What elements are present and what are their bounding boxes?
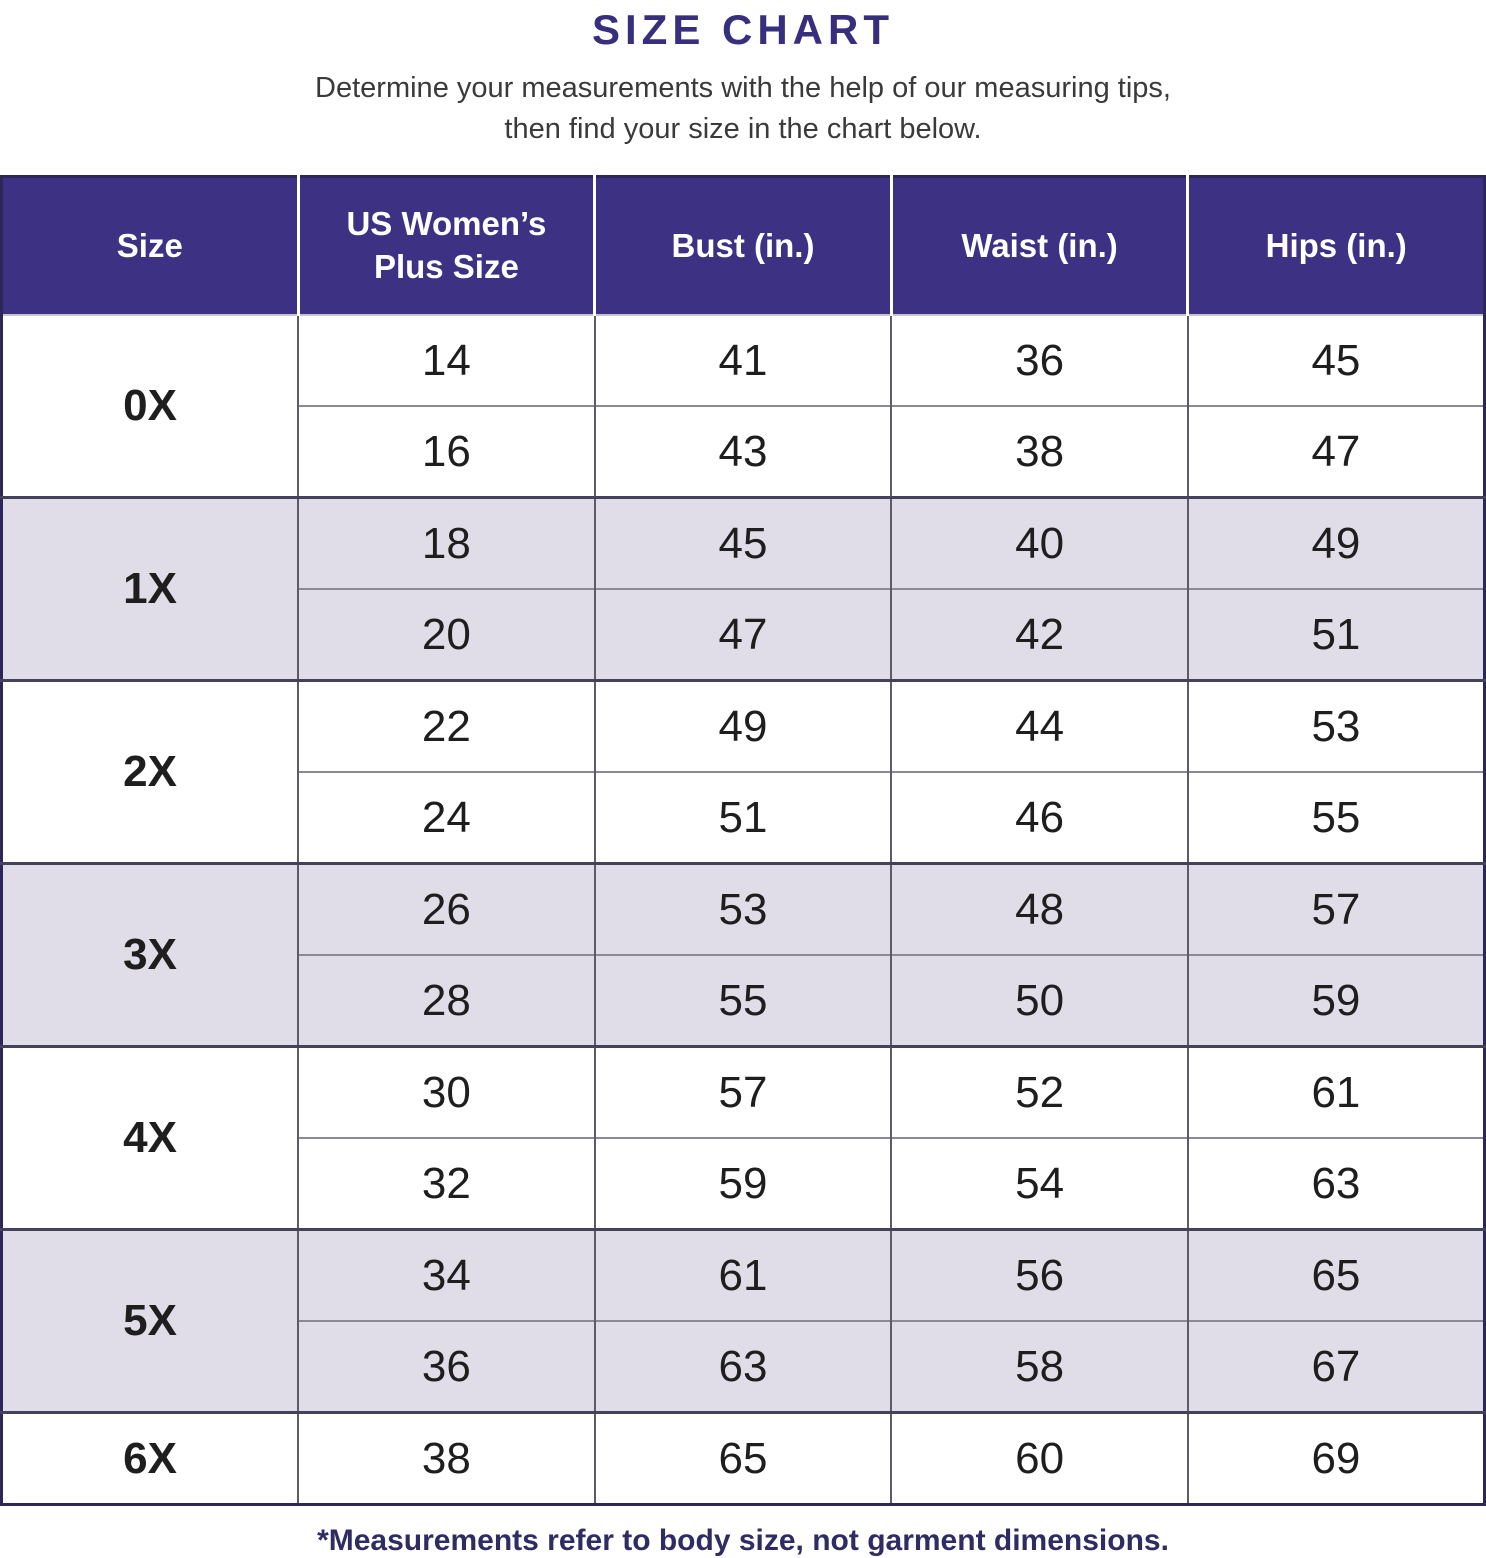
measurement-cell: 43 xyxy=(593,405,892,498)
measurement-cell: 41 xyxy=(593,314,892,407)
subtitle-line-1: Determine your measurements with the hel… xyxy=(315,72,1171,104)
measurement-cell: 67 xyxy=(1186,1320,1485,1413)
measurement-cell: 30 xyxy=(297,1045,595,1139)
measurement-cell: 14 xyxy=(297,314,595,407)
measurement-cell: 20 xyxy=(297,588,595,681)
table-row: 16 43 38 47 xyxy=(2,405,1485,498)
measurement-cell: 59 xyxy=(1186,954,1485,1047)
measurement-cell: 40 xyxy=(890,496,1188,590)
measurement-cell: 34 xyxy=(297,1228,595,1322)
measurement-cell: 16 xyxy=(297,405,595,498)
table-row: 28 55 50 59 xyxy=(2,954,1485,1047)
measurement-cell: 47 xyxy=(1186,405,1485,498)
size-label: 4X xyxy=(1,1045,299,1230)
table-row: 1X 18 45 40 49 xyxy=(1,496,1485,681)
size-label: 6X xyxy=(1,1411,299,1505)
table-row: 0X 14 41 36 45 xyxy=(1,314,1485,498)
table-row: 3X 26 53 48 57 xyxy=(1,862,1485,1047)
measurement-cell: 42 xyxy=(890,588,1188,681)
measurement-cell: 46 xyxy=(890,771,1188,864)
measurement-cell: 57 xyxy=(593,1045,892,1139)
measurement-cell: 57 xyxy=(1186,862,1485,956)
size-label: 2X xyxy=(1,679,299,864)
measurement-cell: 49 xyxy=(593,679,892,773)
measurement-cell: 18 xyxy=(297,496,595,590)
measurement-cell: 53 xyxy=(593,862,892,956)
measurement-cell: 69 xyxy=(1186,1411,1485,1505)
table-row: 4X 30 57 52 61 xyxy=(1,1045,1485,1230)
page-title: SIZE CHART xyxy=(592,6,894,53)
measurement-cell: 52 xyxy=(890,1045,1188,1139)
page-subtitle: Determine your measurements with the hel… xyxy=(0,68,1486,149)
measurement-cell: 63 xyxy=(593,1320,892,1413)
measurement-cell: 49 xyxy=(1186,496,1485,590)
measurement-cell: 50 xyxy=(890,954,1188,1047)
footnote: *Measurements refer to body size, not ga… xyxy=(317,1524,1169,1558)
table-header-row: Size US Women’s Plus Size Bust (in.) Waist … xyxy=(1,176,1485,316)
measurement-cell: 22 xyxy=(297,679,595,773)
size-label: 3X xyxy=(1,862,299,1047)
column-header: Bust (in.) xyxy=(593,176,892,316)
column-header: Size xyxy=(1,176,299,316)
measurement-cell: 60 xyxy=(890,1411,1188,1505)
column-header: Waist (in.) xyxy=(889,176,1188,316)
measurement-cell: 53 xyxy=(1186,679,1485,773)
measurement-cell: 45 xyxy=(1186,314,1485,407)
column-header: US Women’s Plus Size xyxy=(296,176,595,316)
column-header: Hips (in.) xyxy=(1186,176,1485,316)
measurement-cell: 61 xyxy=(1186,1045,1485,1139)
table-row: 36 63 58 67 xyxy=(2,1320,1485,1413)
table-row: 32 59 54 63 xyxy=(2,1137,1485,1230)
table-row: 6X 38 65 60 69 xyxy=(1,1411,1485,1505)
measurement-cell: 55 xyxy=(593,954,892,1047)
measurement-cell: 38 xyxy=(297,1411,595,1505)
measurement-cell: 36 xyxy=(890,314,1188,407)
size-chart-page: SIZE CHART Determine your measurements w… xyxy=(0,6,1486,1558)
measurement-cell: 48 xyxy=(890,862,1188,956)
table-head: Size US Women’s Plus Size Bust (in.) Waist … xyxy=(1,176,1485,316)
size-label: 1X xyxy=(1,496,299,681)
measurement-cell: 55 xyxy=(1186,771,1485,864)
table-row: 20 47 42 51 xyxy=(2,588,1485,681)
measurement-cell: 28 xyxy=(297,954,595,1047)
measurement-cell: 56 xyxy=(890,1228,1188,1322)
measurement-cell: 24 xyxy=(297,771,595,864)
size-chart-table: Size US Women’s Plus Size Bust (in.) Waist … xyxy=(0,175,1486,1507)
table-row: 24 51 46 55 xyxy=(2,771,1485,864)
measurement-cell: 65 xyxy=(593,1411,892,1505)
measurement-cell: 51 xyxy=(1186,588,1485,681)
table-row: 5X 34 61 56 65 xyxy=(1,1228,1485,1413)
measurement-cell: 26 xyxy=(297,862,595,956)
measurement-cell: 47 xyxy=(593,588,892,681)
measurement-cell: 59 xyxy=(593,1137,892,1230)
subtitle-line-2: then find your size in the chart below. xyxy=(504,112,982,145)
measurement-cell: 63 xyxy=(1186,1137,1485,1230)
measurement-cell: 61 xyxy=(593,1228,892,1322)
measurement-cell: 38 xyxy=(890,405,1188,498)
measurement-cell: 36 xyxy=(297,1320,595,1413)
measurement-cell: 51 xyxy=(593,771,892,864)
measurement-cell: 32 xyxy=(297,1137,595,1230)
table-row: 2X 22 49 44 53 xyxy=(1,679,1485,864)
size-label: 5X xyxy=(1,1228,299,1413)
measurement-cell: 54 xyxy=(890,1137,1188,1230)
measurement-cell: 44 xyxy=(890,679,1188,773)
measurement-cell: 58 xyxy=(890,1320,1188,1413)
measurement-cell: 45 xyxy=(593,496,892,590)
measurement-cell: 65 xyxy=(1186,1228,1485,1322)
table-body: 0X 14 41 36 45 16 43 38 47 1X 18 45 40 49 20 47 42 51 2X 22… xyxy=(1,314,1485,1505)
size-label: 0X xyxy=(1,314,299,498)
